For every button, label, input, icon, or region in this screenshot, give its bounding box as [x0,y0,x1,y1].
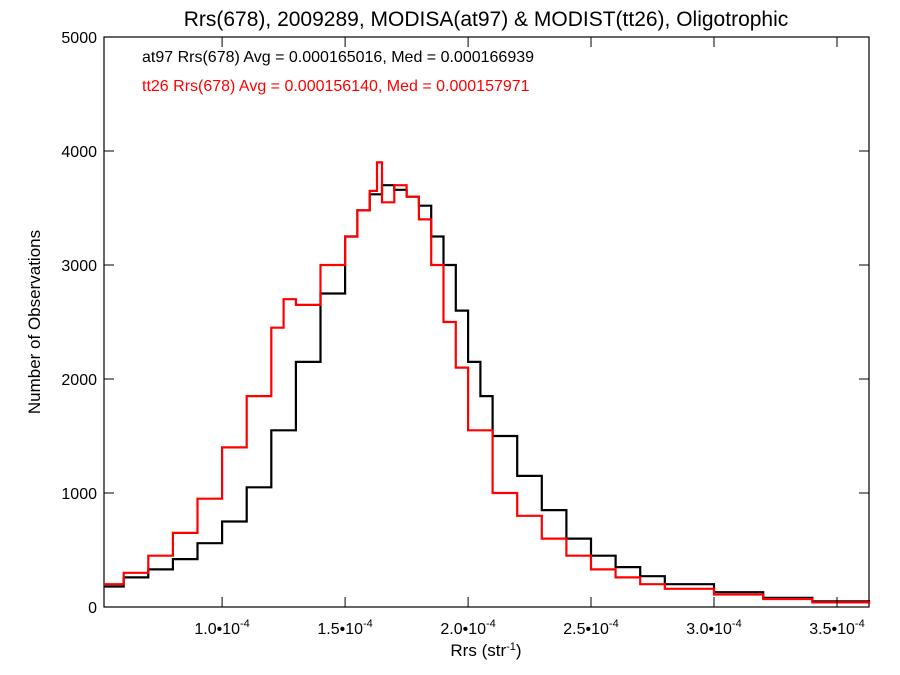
x-axis-label-superscript: -1 [506,641,516,653]
y-axis-label: Number of Observations [25,230,44,414]
x-axis-label-close: ) [516,641,522,660]
x-tick-label: 2.5•10-4 [563,618,618,638]
y-tick-label: 4000 [61,144,97,161]
x-tick-label: 3.0•10-4 [686,618,741,638]
series-line-at97 [104,184,871,604]
plot-frame [103,36,870,608]
y-tick-label: 5000 [61,30,97,47]
legend-entry-tt26: tt26 Rrs(678) Avg = 0.000156140, Med = 0… [142,78,530,95]
x-axis-label: Rrs (str-1) [450,641,521,660]
y-tick-label: 1000 [61,486,97,503]
legend-entry-at97: at97 Rrs(678) Avg = 0.000165016, Med = 0… [142,49,534,66]
y-tick-label: 3000 [61,258,97,275]
y-tick-label: 2000 [61,372,97,389]
x-tick-label: 2.0•10-4 [440,618,495,638]
x-axis-label-main: Rrs (str [450,641,506,660]
x-tick-label: 3.5•10-4 [809,618,864,638]
tick-layer: 1.0•10-4 1.5•10-4 2.0•10-4 2.5•10-4 3.0•10-4… [61,30,869,638]
series-layer [104,161,871,605]
x-tick-label: 1.5•10-4 [317,618,372,638]
chart-title: Rrs(678), 2009289, MODISA(at97) & MODIST… [184,8,789,31]
y-tick-label: 0 [88,600,97,617]
x-tick-label: 1.0•10-4 [194,618,249,638]
series-line-tt26 [104,161,871,605]
